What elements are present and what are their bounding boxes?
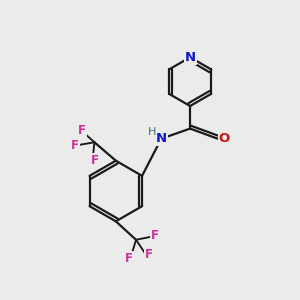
Text: H: H — [148, 127, 156, 137]
Text: F: F — [151, 229, 158, 242]
Text: F: F — [90, 154, 98, 166]
Text: F: F — [71, 139, 79, 152]
Text: F: F — [145, 248, 152, 261]
Text: N: N — [156, 132, 167, 145]
Text: N: N — [184, 51, 196, 64]
Text: F: F — [78, 124, 86, 137]
Text: F: F — [125, 252, 133, 265]
Text: O: O — [219, 132, 230, 145]
